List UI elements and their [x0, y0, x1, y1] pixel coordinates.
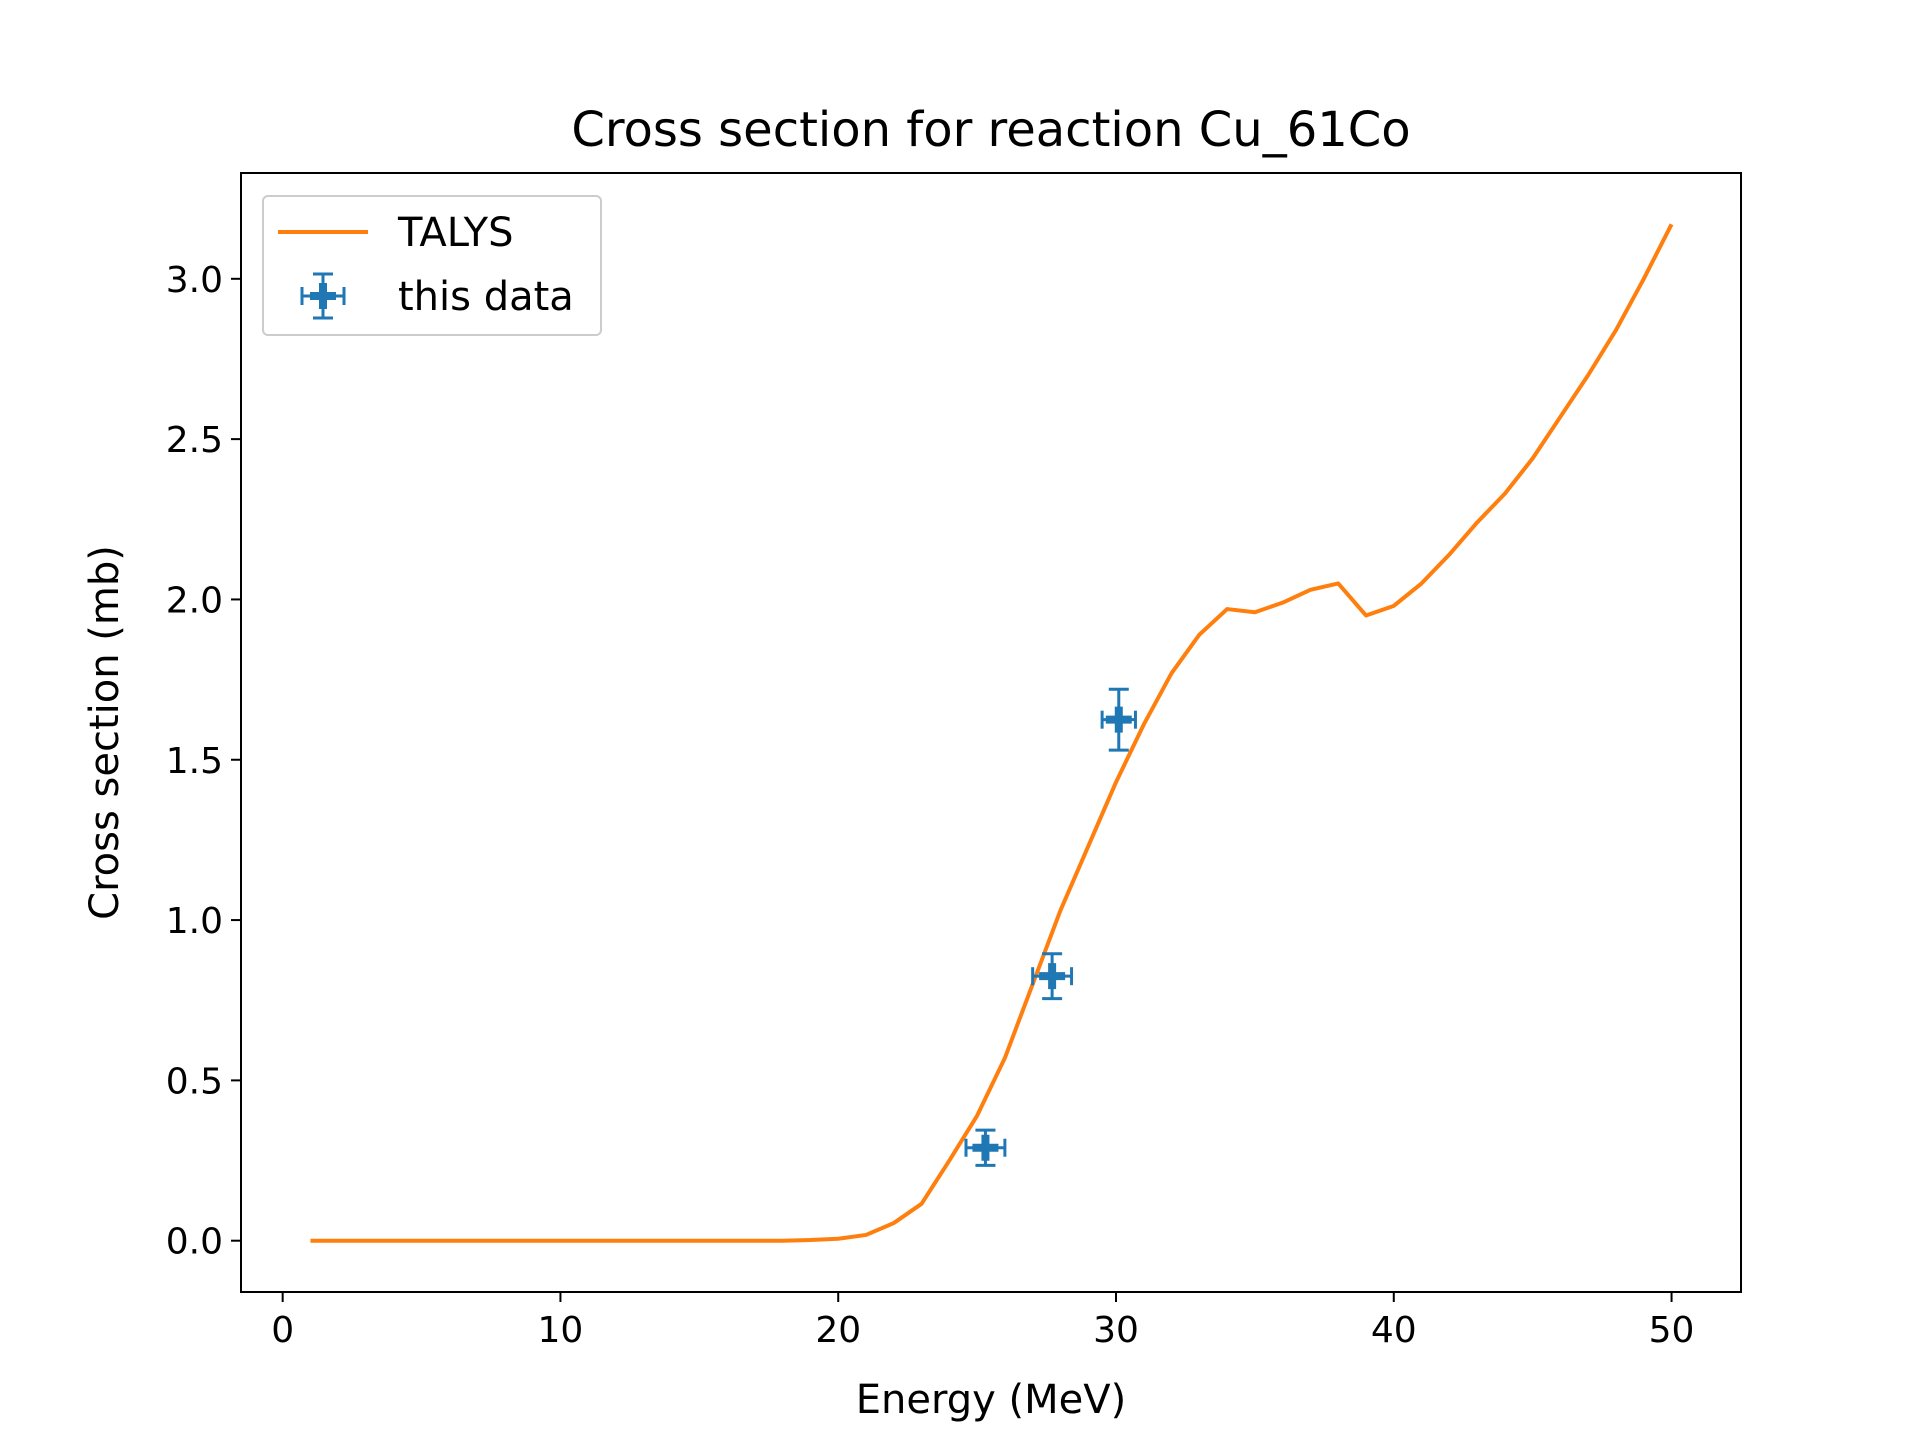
data-point	[1031, 952, 1074, 1001]
legend-label: TALYS	[397, 210, 514, 256]
legend-item: TALYS	[278, 210, 514, 256]
legend-item: this data	[300, 272, 574, 320]
plus-marker	[1105, 706, 1132, 733]
legend-label: this data	[398, 274, 574, 320]
data-point	[1100, 687, 1137, 752]
plus-marker	[972, 1134, 999, 1161]
y-tick-label: 3.0	[166, 260, 223, 301]
y-tick-label: 0.0	[166, 1222, 223, 1263]
x-tick-label: 30	[1093, 1310, 1139, 1351]
x-tick-label: 20	[815, 1310, 861, 1351]
x-tick-label: 0	[271, 1310, 294, 1351]
data-point	[964, 1128, 1007, 1167]
y-tick-label: 2.0	[166, 580, 223, 621]
y-tick-label: 1.0	[166, 901, 223, 942]
x-axis-label: Energy (MeV)	[856, 1377, 1126, 1423]
chart-title: Cross section for reaction Cu_61Co	[571, 102, 1410, 158]
y-axis: 0.0 0.5 1.0 1.5 2.0 2.5 3.0	[166, 260, 241, 1263]
x-axis: 0 10 20 30 40 50	[271, 1292, 1694, 1351]
x-tick-label: 40	[1371, 1310, 1417, 1351]
plot-frame	[240, 172, 1742, 1293]
x-tick-label: 50	[1649, 1310, 1695, 1351]
legend: TALYS this data	[262, 195, 602, 336]
plus-marker	[1039, 963, 1066, 990]
series-line-talys	[310, 223, 1674, 1243]
y-axis-label: Cross section (mb)	[82, 545, 128, 920]
x-tick-label: 10	[538, 1310, 584, 1351]
series-layer	[310, 223, 1674, 1243]
y-tick-label: 1.5	[166, 741, 223, 782]
y-tick-label: 0.5	[166, 1061, 223, 1102]
y-tick-label: 2.5	[166, 420, 223, 461]
legend-plus-marker	[310, 283, 336, 309]
